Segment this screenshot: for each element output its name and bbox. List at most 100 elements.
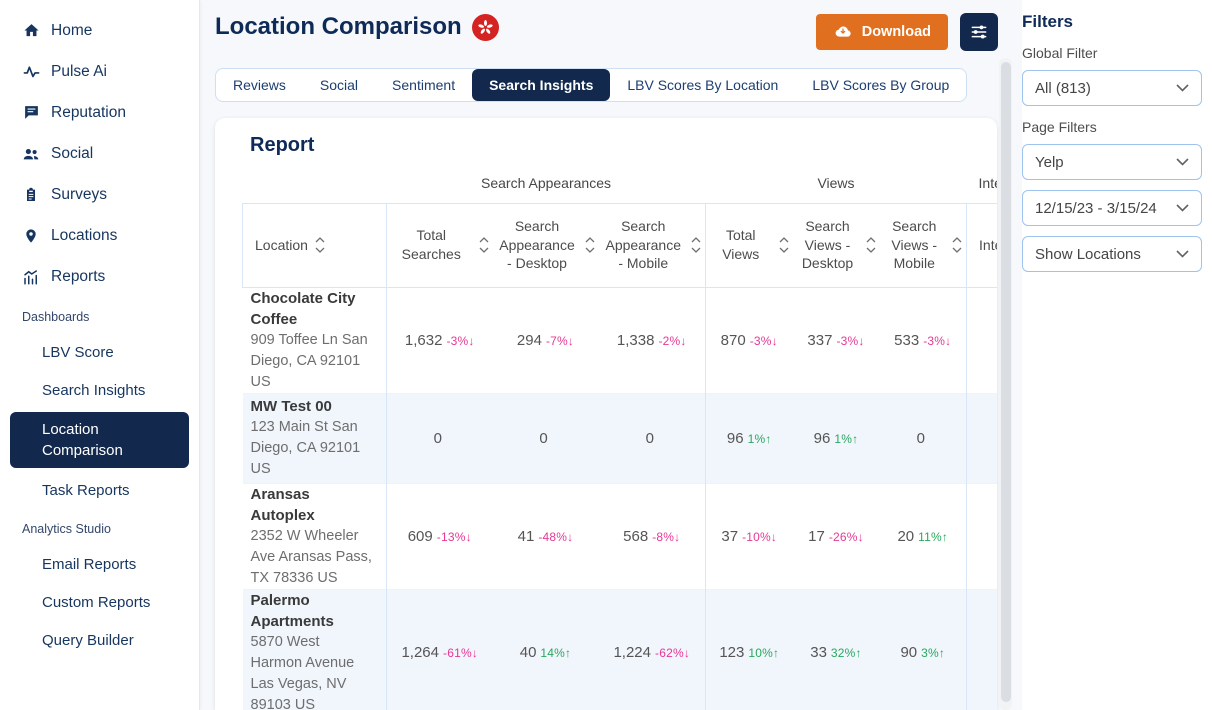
table-row: Chocolate City Coffee 909 Toffee Ln San … — [242, 286, 997, 393]
header-actions: Download — [815, 13, 998, 51]
trend-indicator: -48%↓ — [538, 529, 574, 544]
metric-cell: 533 -3%↓ — [879, 286, 967, 393]
tab-lbv-scores-by-group[interactable]: LBV Scores By Group — [812, 77, 950, 93]
trend-indicator: 1%↑ — [834, 431, 859, 446]
source-filter-dropdown[interactable]: Yelp — [1022, 144, 1202, 180]
location-cell: Aransas Autoplex 2352 W Wheeler Ave Aran… — [242, 482, 387, 589]
sidebar-item-reputation[interactable]: Reputation — [0, 92, 199, 133]
trend-indicator: -61%↓ — [443, 646, 479, 660]
metric-cell: 40 14%↑ — [492, 588, 599, 710]
column-header-interactions[interactable]: Inte — [966, 202, 997, 288]
column-header-total-views[interactable]: Total Views — [705, 202, 793, 288]
column-header-location[interactable]: Location — [242, 202, 387, 288]
scrollbar-thumb[interactable] — [1000, 62, 1011, 702]
metric-cell: 0 — [386, 392, 493, 483]
column-header-search-views-mobile[interactable]: Search Views - Mobile — [879, 202, 967, 288]
group-header-interactions: Inte — [978, 174, 997, 191]
sidebar-item-locations[interactable]: Locations — [0, 215, 199, 256]
location-address: 123 Main St San Diego, CA 92101 US — [250, 419, 361, 477]
column-header-total-searches[interactable]: Total Searches — [386, 202, 493, 288]
column-header-search-appearance-desktop[interactable]: Search Appearance - Desktop — [492, 202, 599, 288]
sidebar-item-pulse-ai[interactable]: Pulse Ai — [0, 51, 199, 92]
home-icon — [22, 22, 40, 40]
metric-cell: 0 — [492, 392, 599, 483]
sidebar-item-query-builder[interactable]: Query Builder — [42, 631, 134, 649]
sort-icon — [315, 237, 325, 253]
column-header-search-views-desktop[interactable]: Search Views - Desktop — [792, 202, 880, 288]
metric-cell: 1,264 -61%↓ — [386, 588, 493, 710]
report-card: Report Search Appearances Views Inte Loc… — [215, 118, 997, 710]
trend-indicator: -3%↓ — [749, 333, 778, 348]
chevron-down-icon — [1176, 204, 1189, 212]
download-button[interactable]: Download — [815, 14, 948, 50]
sidebar-item-social[interactable]: Social — [0, 133, 199, 174]
sidebar-item-label: Reputation — [51, 103, 126, 121]
tab-search-insights[interactable]: Search Insights — [472, 69, 611, 101]
sidebar-item-search-insights[interactable]: Search Insights — [42, 381, 146, 399]
pulse-icon — [22, 63, 40, 81]
sidebar-item-reports[interactable]: Reports — [0, 256, 199, 297]
metric-cell: 96 1%↑ — [792, 392, 880, 483]
chevron-down-icon — [1176, 158, 1189, 166]
metric-cell: 17 -26%↓ — [792, 482, 880, 589]
sidebar-item-email-reports[interactable]: Email Reports — [42, 555, 137, 573]
trend-indicator: -3%↓ — [923, 333, 952, 348]
sort-icon — [866, 237, 876, 253]
report-title: Report — [250, 134, 315, 156]
sidebar-item-lbv-score[interactable]: LBV Score — [42, 343, 114, 361]
chevron-down-icon — [1176, 250, 1189, 258]
trend-indicator: -3%↓ — [836, 333, 865, 348]
tab-lbv-scores-by-location[interactable]: LBV Scores By Location — [627, 77, 779, 93]
location-cell: Palermo Apartments 5870 West Harmon Aven… — [242, 588, 387, 710]
trend-indicator: 11%↑ — [918, 529, 949, 544]
metric-cell: 337 -3%↓ — [792, 286, 880, 393]
metric-cell: 41 -48%↓ — [492, 482, 599, 589]
column-header-search-appearance-mobile[interactable]: Search Appearance - Mobile — [598, 202, 706, 288]
trend-indicator: -10%↓ — [742, 529, 778, 544]
metric-cell — [966, 482, 997, 589]
sidebar-item-surveys[interactable]: Surveys — [0, 174, 199, 215]
location-cell: MW Test 00 123 Main St San Diego, CA 921… — [242, 392, 387, 483]
trend-indicator: -13%↓ — [436, 529, 472, 544]
metric-cell: 294 -7%↓ — [492, 286, 599, 393]
vertical-scrollbar — [999, 58, 1012, 710]
filter-settings-button[interactable] — [960, 13, 998, 51]
trend-indicator: 32%↑ — [830, 646, 862, 660]
sidebar-item-location-comparison[interactable]: Location Comparison — [10, 412, 189, 468]
metric-cell — [966, 286, 997, 393]
global-filter-dropdown[interactable]: All (813) — [1022, 70, 1202, 106]
cloud-download-icon — [833, 24, 853, 40]
location-name: Palermo Apartments — [250, 591, 334, 630]
chat-bubble-icon — [22, 104, 40, 122]
sidebar-item-custom-reports[interactable]: Custom Reports — [42, 593, 151, 611]
trend-indicator: 1%↑ — [747, 431, 772, 446]
group-header-views: Views — [817, 174, 855, 191]
metric-cell: 870 -3%↓ — [705, 286, 793, 393]
trend-indicator: 10%↑ — [748, 646, 780, 660]
metric-cell: 123 10%↑ — [705, 588, 793, 710]
tab-reviews[interactable]: Reviews — [233, 77, 286, 93]
map-pin-icon — [22, 227, 40, 245]
metric-cell — [966, 588, 997, 710]
sidebar-item-label: Surveys — [51, 185, 107, 203]
tab-social[interactable]: Social — [319, 77, 359, 93]
people-icon — [22, 145, 40, 163]
filters-panel: Filters Global Filter All (813) Page Fil… — [1022, 0, 1212, 710]
sidebar-item-task-reports[interactable]: Task Reports — [42, 481, 130, 499]
show-locations-dropdown[interactable]: Show Locations — [1022, 236, 1202, 272]
sidebar-item-home[interactable]: Home — [0, 10, 199, 51]
trend-indicator: -2%↓ — [658, 333, 687, 348]
metric-cell: 1,224 -62%↓ — [598, 588, 706, 710]
table-row: Aransas Autoplex 2352 W Wheeler Ave Aran… — [242, 482, 997, 589]
group-header-search-appearances: Search Appearances — [481, 174, 611, 191]
sort-icon — [779, 237, 789, 253]
metric-cell: 1,338 -2%↓ — [598, 286, 706, 393]
tab-sentiment[interactable]: Sentiment — [392, 77, 456, 93]
location-name: Chocolate City Coffee — [250, 289, 356, 328]
metric-cell — [966, 392, 997, 483]
date-range-dropdown[interactable]: 12/15/23 - 3/15/24 — [1022, 190, 1202, 226]
sidebar-section-analytics-studio: Analytics Studio — [22, 522, 111, 536]
metric-cell: 90 3%↑ — [879, 588, 967, 710]
page-header: Location Comparison Downloa — [200, 0, 1012, 51]
metric-cell: 37 -10%↓ — [705, 482, 793, 589]
